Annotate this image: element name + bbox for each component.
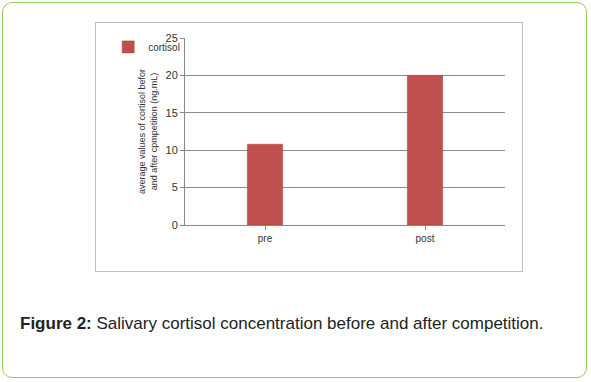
svg-text:cortisol: cortisol bbox=[148, 42, 180, 53]
svg-text:5: 5 bbox=[172, 181, 178, 193]
svg-text:20: 20 bbox=[166, 69, 178, 81]
svg-text:25: 25 bbox=[165, 31, 178, 44]
svg-text:0: 0 bbox=[172, 219, 178, 231]
svg-text:10: 10 bbox=[166, 144, 178, 156]
svg-text:post: post bbox=[416, 233, 435, 244]
svg-text:average values of cortisol bef: average values of cortisol beforand afte… bbox=[137, 69, 159, 194]
svg-text:pre: pre bbox=[258, 233, 273, 244]
html-text:Figure 2: Salivary cortisol co: Figure 2: Salivary cortisol concentratio… bbox=[20, 314, 544, 333]
svg-text:15: 15 bbox=[166, 107, 178, 119]
